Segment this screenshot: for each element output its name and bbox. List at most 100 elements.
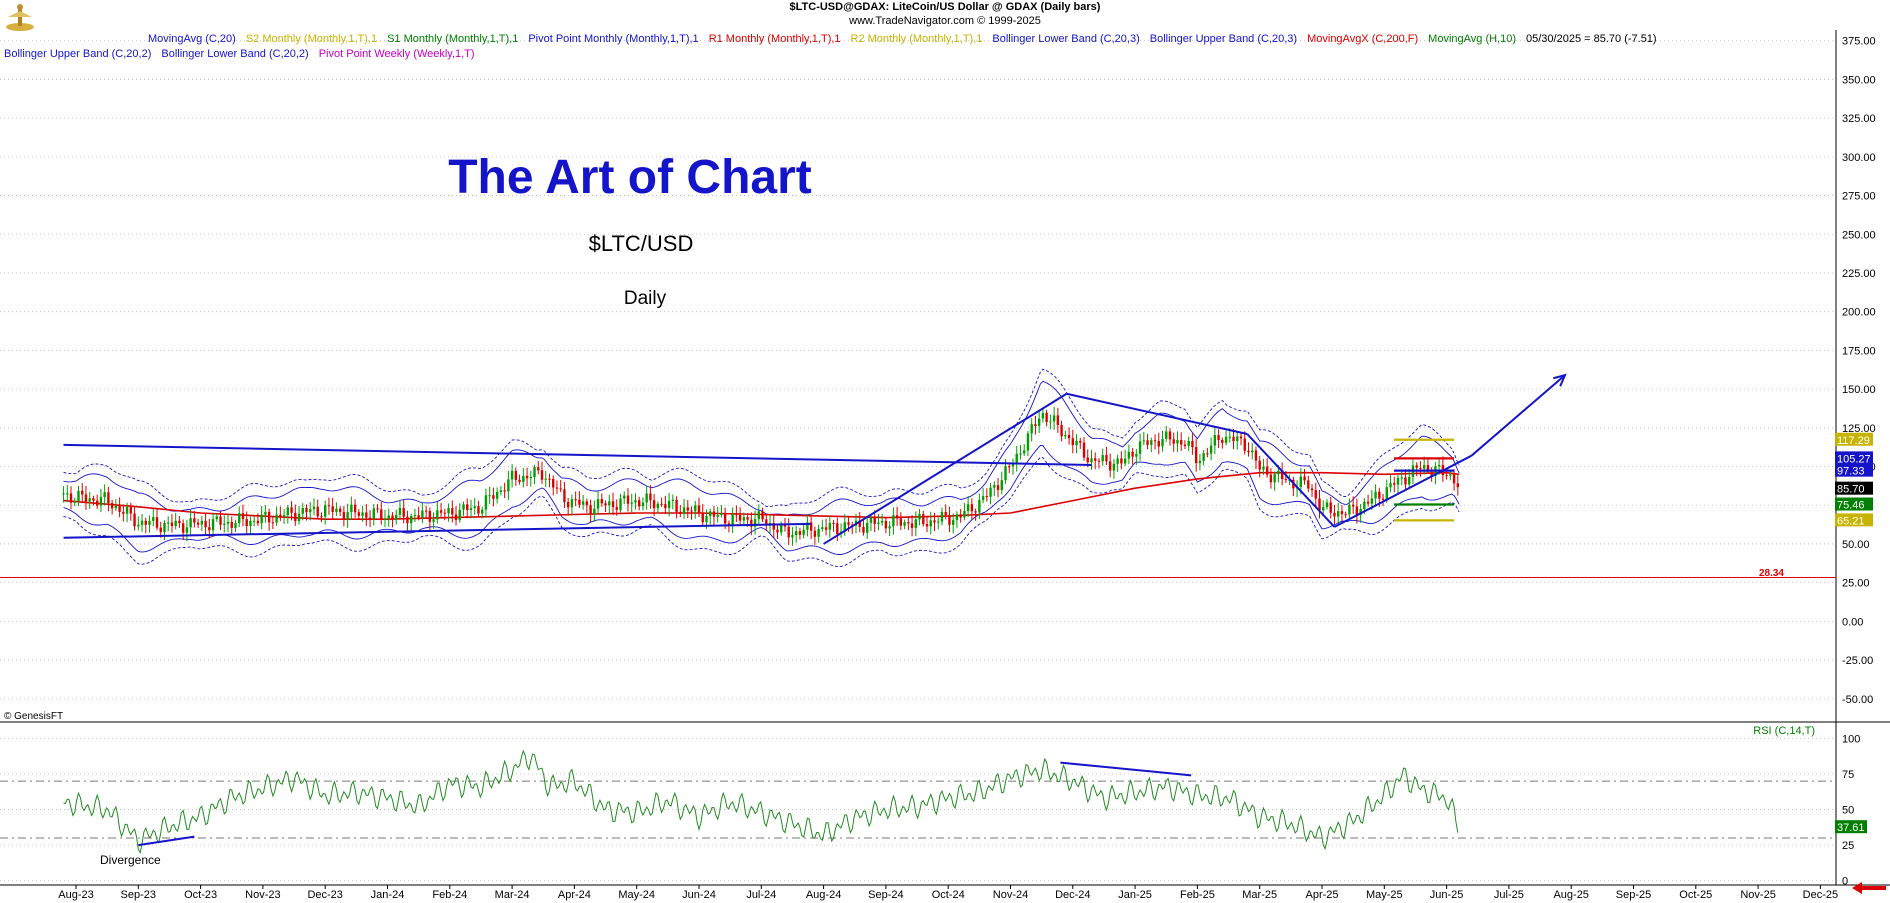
price-bar-body [185, 527, 189, 533]
date-axis: Aug-23 Sep-23 Oct-23 Nov-23 Dec-23 Jan-24 Feb-… [58, 882, 1886, 901]
price-bar-body [1269, 474, 1273, 483]
price-bar-body [593, 508, 596, 515]
main-title: The Art of Chart [448, 151, 812, 204]
price-bar-body [667, 500, 671, 509]
price-bar-body [368, 517, 372, 519]
price-bar-body [1011, 463, 1015, 467]
rsi-tick-label: 25 [1842, 840, 1854, 852]
price-bar-body [1363, 501, 1366, 510]
price-bar-body [709, 511, 712, 517]
price-bar-body [566, 501, 570, 508]
price-badge [1835, 481, 1873, 495]
price-bar-body [342, 511, 346, 520]
price-bar-body [574, 499, 577, 501]
date-tick-label: Dec-25 [1803, 889, 1838, 901]
price-badge-label: 65.21 [1837, 515, 1865, 527]
price-badge-label: 105.27 [1837, 453, 1871, 465]
price-tick-label: 200.00 [1842, 307, 1876, 319]
legend-entry: MovingAvg (H,10) [1428, 33, 1516, 45]
price-bar-body [510, 470, 514, 480]
price-bar-body [630, 502, 633, 504]
price-bar-body [1400, 477, 1403, 479]
price-bar-body [245, 519, 248, 526]
price-bar-body [84, 494, 88, 502]
price-tick-label: -50.00 [1842, 694, 1873, 706]
legend-entry: Bollinger Lower Band (C,20,2) [161, 48, 308, 60]
date-tick-label: Nov-24 [993, 889, 1028, 901]
price-bar-body [690, 510, 693, 512]
price-bar-body [940, 511, 944, 522]
legend-entry: S2 Monthly (Monthly,1,T),1 [246, 33, 377, 45]
rsi-badge [1835, 820, 1867, 834]
price-bar-body [892, 515, 895, 527]
price-bar-body [282, 515, 286, 517]
price-bar-body [140, 520, 144, 525]
price-bar-body [776, 529, 779, 533]
price-bar-body [791, 535, 794, 538]
price-bar-body [424, 510, 428, 512]
price-bar-body [395, 514, 398, 520]
date-tick-label: Jan-25 [1118, 889, 1152, 901]
price-badge-label: 75.46 [1837, 500, 1865, 512]
price-bar-body [417, 515, 420, 518]
price-bar-body [1153, 440, 1157, 442]
legend-entry: Pivot Point Weekly (Weekly,1,T) [319, 48, 475, 60]
price-bar-body [110, 503, 114, 509]
price-bar-body [1209, 445, 1213, 454]
price-bar-body [1138, 441, 1142, 454]
price-bar-body [152, 517, 155, 521]
price-bar-body [1325, 502, 1329, 508]
price-bar-body [1064, 435, 1067, 437]
price-bar-body [907, 522, 910, 524]
price-bar-body [611, 501, 615, 508]
date-tick-label: Apr-25 [1305, 889, 1338, 901]
price-bar-body [503, 490, 506, 492]
price-bar-body [338, 508, 342, 512]
price-bar-body [376, 508, 379, 510]
price-tick-label: 25.00 [1842, 578, 1870, 590]
price-bar-body [1150, 440, 1153, 445]
price-bar-body [742, 517, 746, 521]
price-tick-label: 50.00 [1842, 539, 1870, 551]
price-bar-body [1355, 506, 1359, 516]
price-bar-body [951, 520, 955, 525]
rsi-trendline [1060, 761, 1192, 777]
price-bar-body [641, 502, 645, 507]
price-bar-body [480, 509, 484, 514]
price-bar-body [780, 523, 783, 533]
bollinger-outer-upper [63, 368, 1460, 508]
price-bar-body [387, 515, 390, 519]
price-bar-body [133, 513, 136, 527]
price-bar-body [1146, 440, 1149, 445]
price-bar-body [552, 478, 555, 488]
price-bar-body [331, 506, 334, 512]
price-bar-body [899, 518, 903, 526]
price-tick-label: -25.00 [1842, 655, 1873, 667]
price-bar-body [466, 504, 469, 511]
date-tick-label: Aug-24 [806, 889, 841, 901]
chart-header-title: $LTC-USD@GDAX: LiteCoin/US Dollar @ GDAX… [789, 1, 1101, 13]
price-bar-body [836, 523, 839, 534]
price-bar-body [1176, 439, 1179, 444]
price-bar-body [421, 510, 424, 518]
price-bar-body [1142, 440, 1146, 442]
price-bar-body [316, 506, 319, 517]
price-bar-body [234, 523, 237, 528]
price-bar-body [843, 522, 846, 532]
price-bar-body [738, 515, 742, 521]
price-bar-body [1333, 512, 1336, 517]
price-bar-body [252, 520, 256, 522]
price-bar-body [1344, 514, 1347, 516]
price-bar-body [1303, 476, 1306, 481]
price-bar-body [1422, 465, 1426, 469]
price-bar-body [619, 498, 622, 510]
price-bar-body [701, 512, 704, 523]
price-bar-body [507, 479, 510, 492]
legend-second-row: Bollinger Upper Band (C,20,2) Bollinger L… [4, 48, 475, 60]
date-tick-label: May-24 [618, 889, 655, 901]
price-bar-body [88, 498, 91, 502]
price-bar-body [903, 522, 906, 526]
price-bar-body [1389, 483, 1392, 488]
price-bar-body [211, 519, 215, 531]
price-bar-body [365, 512, 368, 518]
